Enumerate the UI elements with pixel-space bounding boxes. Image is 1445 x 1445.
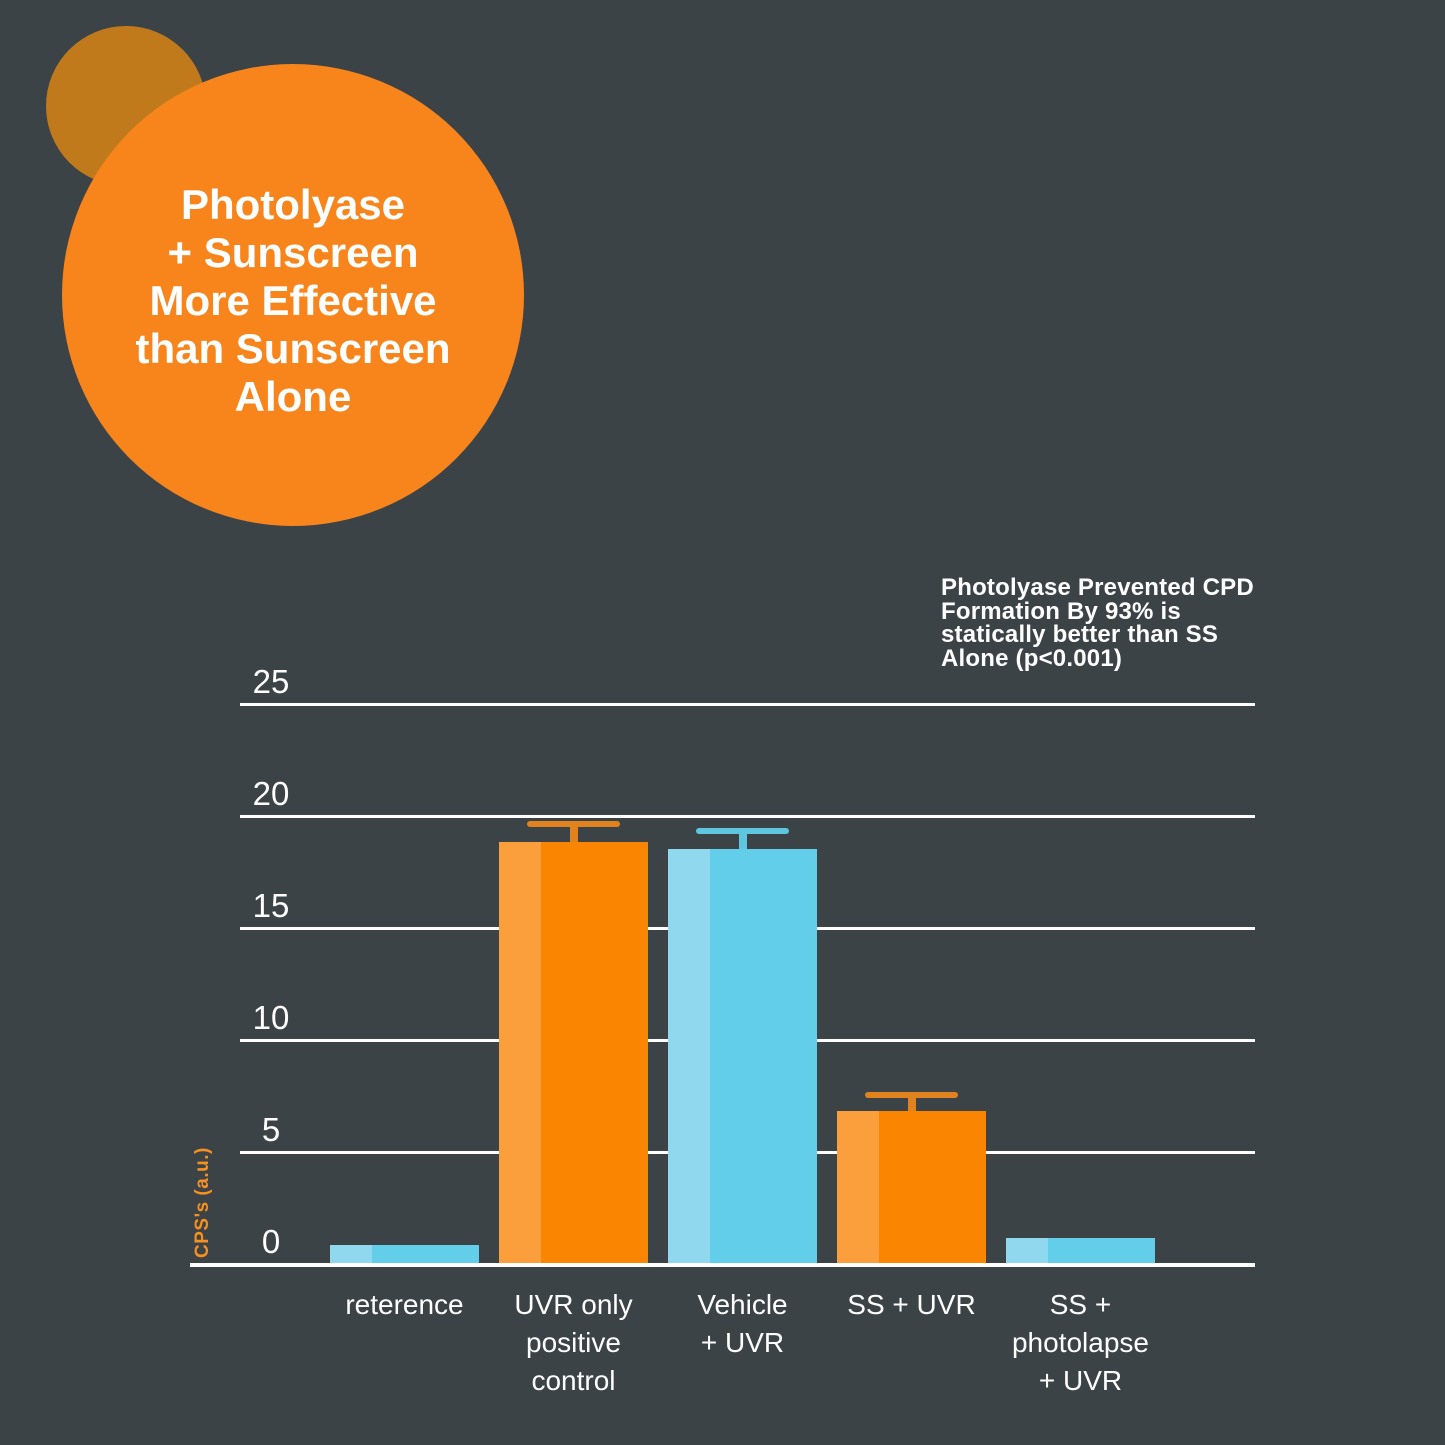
annotation-text: Photolyase Prevented CPD Formation By 93…	[941, 574, 1254, 672]
bar-highlight-strip	[330, 1245, 372, 1263]
x-axis-line	[190, 1263, 1255, 1267]
category-label-2: Vehicle + UVR	[697, 1289, 788, 1358]
error-bar-cap	[865, 1092, 958, 1098]
error-bar-stem	[569, 826, 578, 842]
category-label-0: reterence	[345, 1289, 464, 1320]
chart-title: Photolyase + Sunscreen More Effective th…	[135, 181, 451, 420]
title-badge-circle: Photolyase + Sunscreen More Effective th…	[62, 64, 524, 526]
y-tick-label-15: 15	[252, 887, 290, 924]
bar-highlight-strip	[1006, 1238, 1048, 1263]
y-tick-label-20: 20	[252, 775, 290, 812]
bar-3	[837, 1110, 986, 1263]
category-label-1: UVR only positive control	[514, 1289, 633, 1396]
bar-highlight-strip	[837, 1110, 879, 1263]
bar-4	[1006, 1238, 1155, 1263]
error-bar-stem	[907, 1098, 916, 1111]
y-tick-label-0: 0	[261, 1223, 281, 1260]
gridline-25	[240, 703, 1255, 706]
y-axis-label: CPS's (a.u.)	[192, 1147, 213, 1258]
error-bar-stem	[738, 833, 747, 849]
error-bar-cap	[696, 827, 789, 834]
error-bar-cap	[527, 820, 620, 827]
y-tick-label-10: 10	[252, 999, 290, 1036]
bar-1	[499, 841, 648, 1263]
bar-highlight-strip	[499, 841, 541, 1263]
category-label-4: SS + photolapse + UVR	[1011, 1289, 1149, 1396]
y-tick-label-25: 25	[252, 663, 290, 700]
bar-highlight-strip	[668, 848, 710, 1263]
category-label-3: SS + UVR	[847, 1289, 976, 1320]
y-tick-label-5: 5	[261, 1111, 281, 1148]
bar-2	[668, 848, 817, 1263]
gridline-20	[240, 815, 1255, 818]
bar-0	[330, 1245, 479, 1263]
